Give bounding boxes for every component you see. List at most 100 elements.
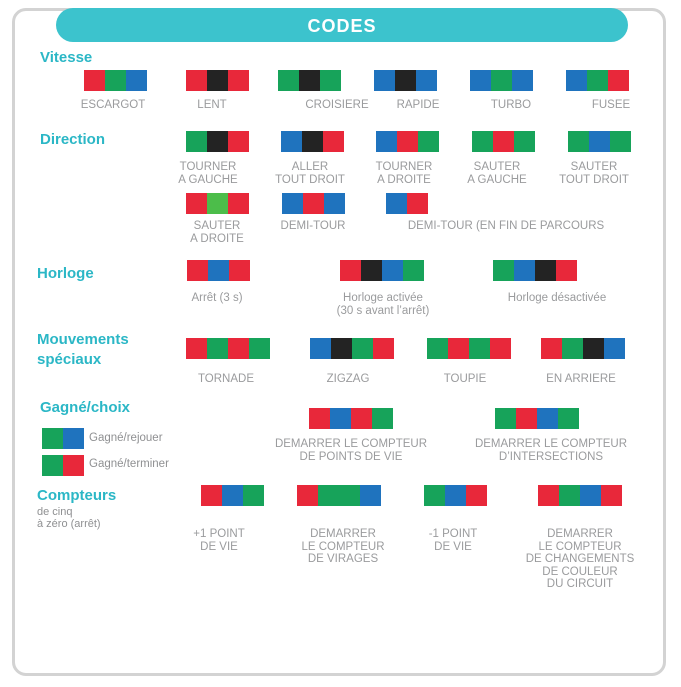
label-line: DEMARRER	[310, 528, 376, 540]
label-line: TURBO	[490, 99, 532, 111]
color-block	[587, 70, 608, 91]
color-block	[416, 70, 437, 91]
label-line: EN ARRIERE	[546, 373, 616, 385]
color-block	[589, 131, 610, 152]
color-block	[207, 338, 228, 359]
color-block	[228, 338, 249, 359]
code-compteur-points-vie-label: DEMARRER LE COMPTEUR DE POINTS DE VIE	[275, 438, 427, 463]
color-block	[541, 338, 562, 359]
color-block	[228, 131, 249, 152]
color-block	[395, 70, 416, 91]
color-block	[424, 485, 445, 506]
color-block	[281, 131, 302, 152]
code-compteur-intersections-label: DEMARRER LE COMPTEUR D’INTERSECTIONS	[475, 438, 627, 463]
code-compteur-virages-swatch	[297, 485, 381, 506]
color-block	[373, 338, 394, 359]
color-block	[495, 408, 516, 429]
code-demi-tour-fin-swatch	[386, 193, 428, 214]
color-block	[445, 485, 466, 506]
compteurs-subtitle-line2: à zéro (arrêt)	[37, 518, 101, 530]
label-line: A GAUCHE	[178, 173, 238, 186]
label-line: DEMI-TOUR	[280, 220, 346, 232]
color-block	[84, 70, 105, 91]
color-block	[386, 193, 407, 214]
color-block	[556, 260, 577, 281]
color-block	[512, 70, 533, 91]
color-block	[566, 70, 587, 91]
color-block	[303, 193, 324, 214]
label-line: DE COULEUR	[542, 565, 618, 578]
label-line: -1 POINT	[428, 528, 478, 540]
color-block	[339, 485, 360, 506]
label-line: DE POINTS DE VIE	[299, 450, 403, 463]
label-line: LE COMPTEUR	[538, 540, 622, 553]
code-turbo-swatch	[470, 70, 533, 91]
color-block	[351, 408, 372, 429]
compteurs-subtitle-line1: de cinq	[37, 506, 73, 518]
color-block	[186, 70, 207, 91]
code-croisiere-label: CROISIERE	[305, 99, 368, 112]
color-block	[299, 70, 320, 91]
color-block	[382, 260, 403, 281]
code-moins-un-point-label: -1 POINT DE VIE	[429, 528, 478, 553]
code-sauter-droite-label: SAUTER A DROITE	[190, 220, 244, 245]
color-block	[186, 193, 207, 214]
color-block	[331, 338, 352, 359]
color-block	[538, 485, 559, 506]
color-block	[361, 260, 382, 281]
label-line: (30 s avant l’arrêt)	[336, 304, 430, 317]
color-block	[318, 485, 339, 506]
code-horloge-activee-label: Horloge activée (30 s avant l’arrêt)	[337, 292, 430, 317]
color-block	[282, 193, 303, 214]
label-line: TOUPIE	[443, 373, 487, 385]
code-compteur-couleur-label: DEMARRER LE COMPTEUR DE CHANGEMENTS DE COUL…	[526, 528, 635, 591]
code-turbo-label: TURBO	[491, 99, 531, 112]
color-block	[352, 338, 373, 359]
label-line: DEMI-TOUR (EN FIN DE PARCOURS	[407, 220, 605, 232]
color-block	[472, 131, 493, 152]
color-block	[229, 260, 250, 281]
color-block	[568, 131, 589, 152]
color-block	[63, 428, 84, 449]
color-block	[493, 260, 514, 281]
code-toupie-label: TOUPIE	[444, 373, 487, 386]
label-line: DU CIRCUIT	[546, 578, 614, 590]
color-block	[580, 485, 601, 506]
color-block	[469, 338, 490, 359]
color-block	[330, 408, 351, 429]
code-tornade-label: TORNADE	[198, 373, 254, 386]
code-sauter-gauche-swatch	[472, 131, 535, 152]
code-lent-label: LENT	[197, 99, 226, 112]
code-tourner-gauche-swatch	[186, 131, 249, 152]
label-line: DE CHANGEMENTS	[525, 553, 635, 565]
color-block	[537, 408, 558, 429]
section-mouvements-line1: Mouvements	[37, 331, 129, 348]
color-block	[228, 193, 249, 214]
code-compteur-couleur-swatch	[538, 485, 622, 506]
code-en-arriere-label: EN ARRIERE	[546, 373, 616, 386]
label-line: TOUT DROIT	[559, 173, 629, 186]
color-block	[403, 260, 424, 281]
code-aller-tout-droit-label: ALLER TOUT DROIT	[275, 161, 345, 186]
color-block	[201, 485, 222, 506]
section-direction: Direction	[40, 131, 106, 148]
label-line: DEMARRER LE COMPTEUR	[474, 438, 628, 450]
code-arret-swatch	[187, 260, 250, 281]
label-line: DE VIE	[200, 540, 238, 553]
color-block	[490, 338, 511, 359]
color-block	[309, 408, 330, 429]
code-sauter-tout-droit-label: SAUTER TOUT DROIT	[559, 161, 629, 186]
section-compteurs: Compteurs	[37, 487, 117, 504]
code-fusee-label: FUSEE	[592, 99, 630, 112]
label-line: A GAUCHE	[467, 173, 527, 186]
color-block	[207, 131, 228, 152]
code-sauter-tout-droit-swatch	[568, 131, 631, 152]
label-line: ALLER	[291, 161, 329, 173]
color-block	[243, 485, 264, 506]
color-block	[228, 70, 249, 91]
color-block	[514, 131, 535, 152]
code-plus-un-point-label: +1 POINT DE VIE	[193, 528, 244, 553]
color-block	[516, 408, 537, 429]
label-line: ZIGZAG	[326, 373, 370, 385]
code-horloge-desactivee-label: Horloge désactivée	[508, 292, 606, 305]
